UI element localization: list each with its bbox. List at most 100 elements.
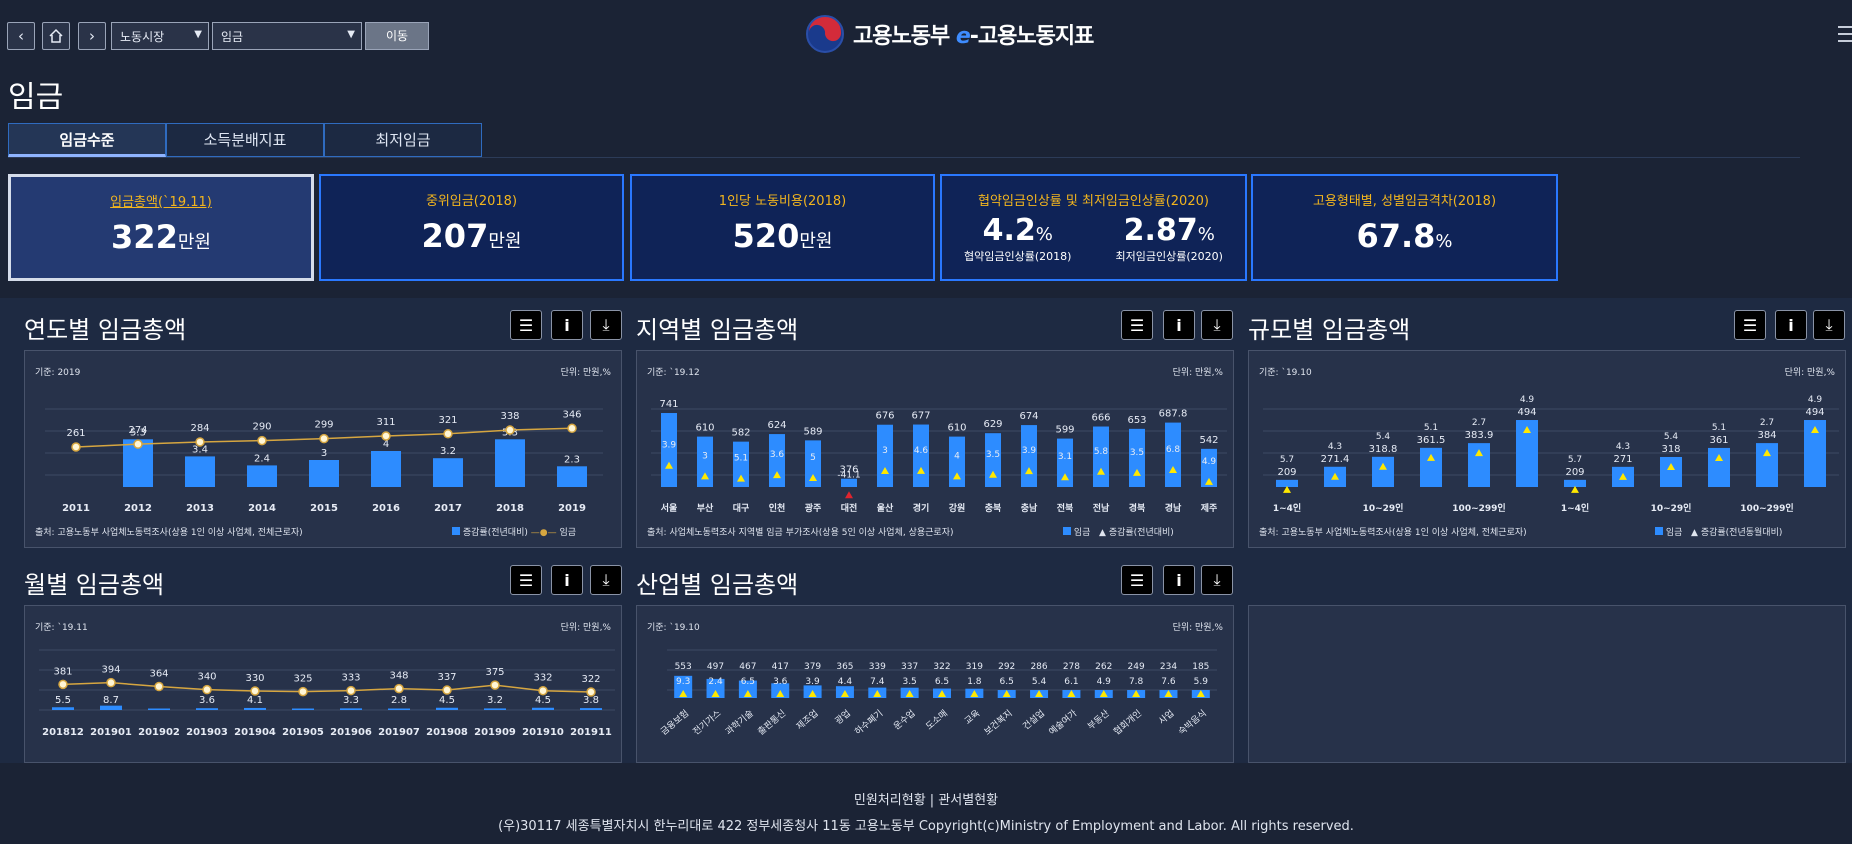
wage-point <box>538 685 548 696</box>
back-button[interactable]: ‹ <box>7 22 35 50</box>
kpi-card-total-wage[interactable]: 임금총액(`19.11) 322만원 <box>8 174 314 281</box>
rate-marker <box>1427 453 1435 461</box>
x-tick-label: 201906 <box>330 727 372 738</box>
rate-marker <box>1097 467 1105 475</box>
rate-marker <box>845 491 853 499</box>
bar-value-label: 365 <box>836 662 853 672</box>
chart-legend: 임금 ▲ 증감률(전년동월대비) <box>1655 525 1782 538</box>
wage-point <box>346 685 356 696</box>
info-button[interactable]: i <box>1163 565 1195 595</box>
bar <box>371 451 401 487</box>
bar-value-label: 741 <box>659 399 678 410</box>
wage-point <box>586 687 596 697</box>
rate-value-label: 9.3 <box>676 677 690 687</box>
bar <box>985 433 1001 487</box>
bar-value-label: 278 <box>1063 662 1080 672</box>
bar-value-label: 4 <box>383 439 389 450</box>
rate-value-label: 4.5 <box>535 695 551 706</box>
download-icon: ⤓ <box>1825 315 1833 334</box>
bar-value-label: 2.4 <box>254 453 270 464</box>
x-tick-label: 10~29인 <box>1651 503 1692 514</box>
info-button[interactable]: i <box>551 310 583 340</box>
wage-value-label: 299 <box>314 420 333 431</box>
bar-value-label: 467 <box>739 662 756 672</box>
list-button[interactable]: ☰ <box>510 310 542 340</box>
rate-value-label: 3.8 <box>583 695 599 706</box>
info-button[interactable]: i <box>551 565 583 595</box>
bar-value-label: 494 <box>1517 407 1536 418</box>
info-button[interactable]: i <box>1775 310 1807 340</box>
x-tick-label: 하수폐기 <box>852 707 885 737</box>
bar <box>738 680 757 698</box>
kpi-card-wage-increase[interactable]: 협약임금인상률 및 최저임금인상률(2020) 4.2% 협약임금인상률(2018… <box>940 174 1247 281</box>
chart-regional-wage: 741 3.9 서울 610 3 부산 582 5.1 대구 624 3.6 인천 589 5 광주 376-… <box>636 350 1234 548</box>
tab-wage-level[interactable]: 임금수준 <box>8 123 166 157</box>
download-button[interactable]: ⤓ <box>590 565 622 595</box>
list-button[interactable]: ☰ <box>510 565 542 595</box>
wage-point <box>443 429 453 439</box>
rate-value-label: 3.2 <box>487 695 503 706</box>
bar <box>805 440 821 487</box>
footer-links[interactable]: 민원처리현황 | 관서별현황 <box>853 793 999 808</box>
kpi-card-median-wage[interactable]: 중위임금(2018) 207만원 <box>319 174 624 281</box>
rate-value-label: 6.1 <box>1064 677 1078 687</box>
tab-income-distribution[interactable]: 소득분배지표 <box>166 123 324 157</box>
rate-marker <box>1099 690 1108 697</box>
rate-value-label: 4.1 <box>247 695 263 706</box>
download-button[interactable]: ⤓ <box>1201 310 1233 340</box>
forward-button[interactable]: › <box>78 22 106 50</box>
bar-value-label: 322 <box>933 662 950 672</box>
rate-marker <box>1283 485 1291 493</box>
bar <box>185 456 215 487</box>
wage-point <box>154 681 164 692</box>
download-icon: ⤓ <box>602 315 610 334</box>
wage-point <box>567 423 577 434</box>
chevron-right-icon: › <box>89 27 95 45</box>
bar <box>733 441 749 487</box>
chart-source: 출처: 고용노동부 사업체노동력조사(상용 1인 이상 사업체, 전체근로자) <box>1259 528 1527 538</box>
rate-marker <box>679 690 688 697</box>
chart-unit: 단위: 만원,% <box>560 623 611 633</box>
list-button[interactable]: ☰ <box>1121 565 1153 595</box>
bar <box>1420 447 1442 487</box>
x-tick-label: 201911 <box>570 727 612 738</box>
x-tick-label: 2013 <box>186 503 214 514</box>
x-tick-label: 예술여가 <box>1046 707 1079 737</box>
kpi-card-wage-gap[interactable]: 고용형태별, 성별임금격차(2018) 67.8% <box>1251 174 1558 281</box>
rate-value-label: 4.3 <box>1328 442 1342 452</box>
x-tick-label: 2011 <box>62 503 90 514</box>
bar-value-label: 339 <box>869 662 886 672</box>
bar <box>100 705 122 710</box>
bar-value-label: 687.8 <box>1159 409 1188 420</box>
rate-value-label: 4.4 <box>838 677 853 687</box>
go-button[interactable]: 이동 <box>365 22 429 50</box>
subcategory-select[interactable]: 임금 ▼ <box>212 22 362 50</box>
rate-value-label: 3 <box>882 446 888 456</box>
site-logo[interactable]: 고용노동부 e-고용노동지표 <box>805 14 1094 54</box>
menu-icon[interactable] <box>1838 26 1852 44</box>
rate-value-label: 4 <box>954 451 960 461</box>
category-select[interactable]: 노동시장 ▼ <box>111 22 209 50</box>
info-button[interactable]: i <box>1163 310 1195 340</box>
bar <box>495 439 525 487</box>
kpi-card-labor-cost[interactable]: 1인당 노동비용(2018) 520만원 <box>630 174 935 281</box>
bar-value-label: 319 <box>966 662 983 672</box>
info-icon: i <box>1788 315 1794 335</box>
chart-basis: 기준: `19.10 <box>1259 368 1312 378</box>
list-button[interactable]: ☰ <box>1734 310 1766 340</box>
x-tick-label: 충북 <box>985 502 1002 514</box>
bar-value-label: 497 <box>707 662 724 672</box>
rate-value-label: 5.4 <box>1376 432 1391 442</box>
download-button[interactable]: ⤓ <box>1201 565 1233 595</box>
rate-marker <box>970 690 979 697</box>
home-button[interactable] <box>42 22 70 50</box>
wage-point <box>505 425 515 435</box>
tab-minimum-wage[interactable]: 최저임금 <box>324 123 482 157</box>
x-tick-label: 대구 <box>733 502 750 514</box>
rate-marker <box>938 690 946 697</box>
bar-value-label: 384 <box>1757 430 1776 441</box>
wage-line <box>62 681 592 693</box>
list-button[interactable]: ☰ <box>1121 310 1153 340</box>
download-button[interactable]: ⤓ <box>1813 310 1845 340</box>
download-button[interactable]: ⤓ <box>590 310 622 340</box>
